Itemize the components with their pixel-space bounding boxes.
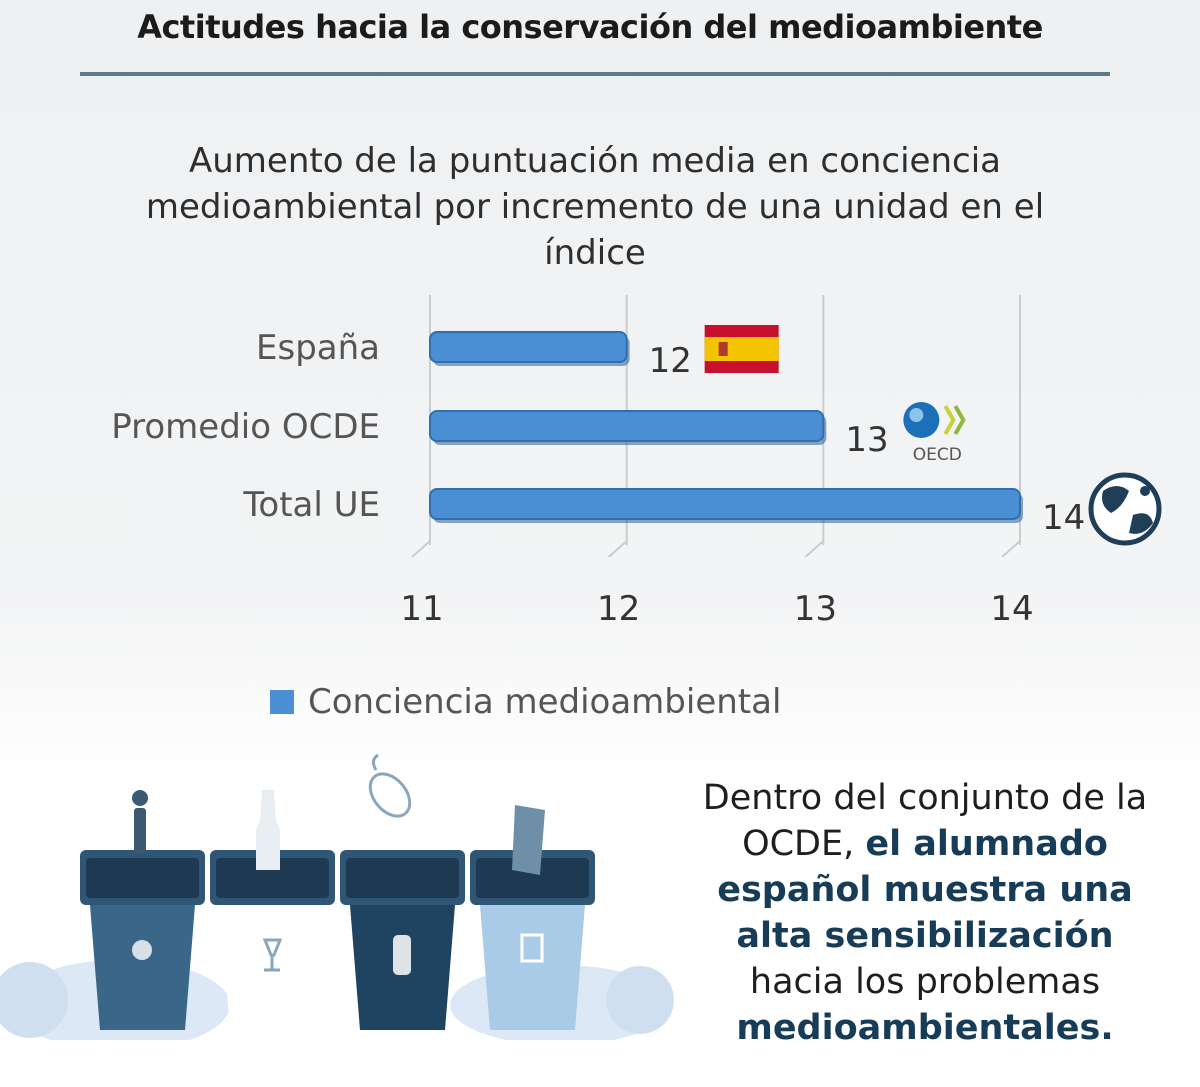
page-title: Actitudes hacia la conservación del medi… — [137, 8, 1043, 46]
legend-label: Conciencia medioambiental — [308, 682, 782, 722]
bin-glass — [210, 790, 335, 1030]
chart-legend: Conciencia medioambiental — [270, 682, 781, 722]
category-label: Total UE — [242, 485, 380, 525]
category-label: España — [256, 328, 380, 368]
key-message: Dentro del conjunto de la OCDE, el alumn… — [690, 775, 1160, 1051]
legend-swatch — [270, 690, 294, 714]
bar — [429, 410, 825, 442]
message-highlight-2: medioambientales. — [736, 1008, 1114, 1048]
bar-chart: España 12 Promedio OCDE 13 Total UE 14 11 12 13… — [111, 295, 1162, 629]
person-figure — [132, 790, 148, 853]
chart-title: Aumento de la puntuación media en concie… — [145, 141, 1045, 273]
category-label: Promedio OCDE — [111, 407, 380, 447]
gridline-foot — [804, 540, 824, 558]
spain-flag-icon — [704, 325, 779, 373]
x-tick-label: 12 — [597, 589, 640, 629]
oecd-logo-text: OECD — [913, 445, 962, 465]
bar — [429, 488, 1021, 520]
bin-paper — [470, 805, 595, 1030]
message-highlight-1: el alumnado español muestra una alta sen… — [717, 824, 1133, 956]
message-text-1: Dentro del conjunto de la OCDE, — [702, 778, 1148, 864]
globe-icon — [1088, 472, 1162, 546]
bar — [429, 331, 628, 363]
gridline-foot — [1001, 540, 1021, 558]
x-tick-label: 14 — [990, 589, 1033, 629]
message-text-2: hacia los problemas — [749, 962, 1101, 1002]
data-label: 13 — [845, 420, 888, 460]
bin-organic — [80, 850, 205, 1030]
gridline-foot — [411, 540, 431, 558]
x-tick-label: 11 — [400, 589, 443, 629]
x-tick-label: 13 — [794, 589, 837, 629]
data-label: 14 — [1042, 498, 1085, 538]
mouse-icon — [368, 753, 412, 818]
oecd-logo-icon: OECD — [903, 402, 966, 465]
recycling-bins-illustration — [0, 753, 674, 1040]
bin-plastic — [340, 850, 465, 1030]
data-label: 12 — [649, 341, 692, 381]
title-divider — [80, 72, 1110, 76]
gridline-foot — [608, 540, 628, 558]
